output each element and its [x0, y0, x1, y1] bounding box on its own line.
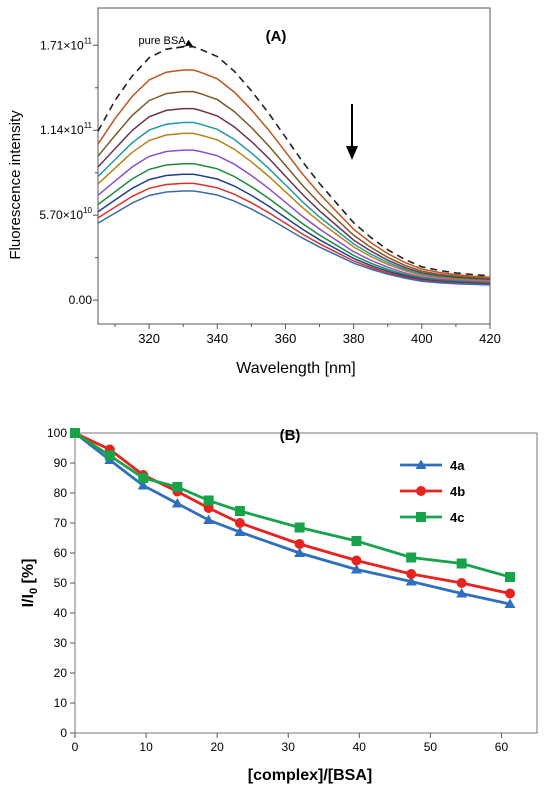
panel-a-x-tick-label: 400: [411, 331, 433, 346]
legend-marker-4a: [415, 459, 427, 469]
data-point-4a: [294, 547, 306, 557]
panel-a-x-tick-label: 360: [275, 331, 297, 346]
panel-a-y-axis-label: Fluorescence intensity: [7, 110, 24, 260]
legend-label-4c: 4c: [450, 510, 464, 525]
data-point-4b: [406, 569, 417, 579]
quenching-curve: [97, 162, 491, 284]
data-point-4b: [456, 578, 467, 588]
panel-b-y-tick-label: 40: [54, 606, 68, 620]
series-line-4c: [74, 431, 511, 579]
panel-b-y-tick-label: 80: [54, 486, 68, 500]
data-point-4b: [294, 539, 305, 549]
data-point-4b: [351, 555, 362, 566]
panel-a-x-tick-label: 320: [138, 331, 160, 346]
data-point-4c: [104, 450, 115, 461]
panel-b-y-tick-label: 0: [60, 726, 67, 740]
legend-marker-4c: [416, 512, 426, 522]
panel-b-x-tick-label: 60: [495, 740, 509, 754]
annotation-arrowhead: [185, 39, 194, 47]
data-point-4c: [294, 522, 305, 533]
data-point-4b: [504, 588, 515, 599]
data-point-4a: [171, 498, 183, 508]
data-point-4c: [138, 473, 149, 483]
panel-b-y-tick-label: 10: [54, 696, 68, 710]
quenching-curve: [97, 149, 491, 284]
data-point-4c: [456, 558, 467, 569]
panel-b-label: (B): [280, 427, 301, 444]
data-point-4a: [137, 480, 149, 490]
panel-b-y-tick-label: 100: [47, 426, 67, 440]
panel-a-y-tick-label: 0.00: [69, 293, 93, 307]
panel-b-y-tick-label: 50: [54, 576, 68, 590]
pure-bsa-annotation: pure BSA: [138, 35, 186, 47]
panel-b-x-tick-label: 30: [282, 740, 296, 754]
panel-b-marks: 0 10 20 30 40 50 60 0 10 20 30 40 50 60 70 80 90 100 4a 4b 4…: [47, 426, 516, 754]
quenching-curve: [97, 107, 491, 281]
panel-a-y-tick-label: 5.70×1010: [39, 206, 92, 222]
quenching-curve: [97, 182, 491, 286]
panel-a-marks: 320 340 360 380 400 420 0.00 5.70×1010 1.14×1011…: [39, 36, 500, 346]
data-point-4c: [406, 552, 417, 563]
quenching-curve: [97, 90, 491, 280]
panel-a-x-tick-label: 340: [206, 331, 228, 346]
data-point-4a: [456, 588, 468, 598]
data-point-4c: [70, 428, 80, 438]
data-point-4a: [405, 576, 417, 586]
legend-label-4b: 4b: [450, 484, 465, 499]
data-point-4a: [203, 514, 215, 524]
legend-marker-4b: [416, 486, 426, 496]
quenching-curve: [97, 69, 491, 279]
quenching-curve: [97, 173, 491, 285]
panel-a-x-tick-label: 420: [479, 331, 501, 346]
panel-b-x-tick-label: 20: [210, 740, 224, 754]
panel-a-label: (A): [266, 28, 287, 45]
panel-b-x-tick-label: 50: [424, 740, 438, 754]
data-point-4c: [234, 506, 245, 516]
panel-b-y-tick-label: 90: [54, 456, 68, 470]
data-point-4c: [504, 572, 515, 582]
series-line-4a: [74, 431, 511, 606]
series-line-4b: [74, 431, 511, 595]
quenching-curve: [97, 190, 491, 286]
panel-b-y-tick-label: 60: [54, 546, 68, 560]
pure-bsa-curve: [97, 46, 491, 277]
panel-b-y-tick-label: 20: [54, 666, 68, 680]
panel-b-y-tick-label: 70: [54, 516, 68, 530]
panel-a-y-tick-label: 1.71×1011: [40, 36, 93, 52]
panel-b-y-tick-label: 30: [54, 636, 68, 650]
data-point-4a: [234, 526, 246, 536]
panel-b-x-tick-label: 0: [72, 740, 79, 754]
panel-b-x-tick-label: 10: [139, 740, 153, 754]
panel-a-x-axis-label: Wavelength [nm]: [236, 360, 355, 377]
data-point-4c: [203, 495, 214, 506]
legend-label-4a: 4a: [450, 458, 465, 473]
data-point-4c: [172, 482, 183, 492]
data-point-4a: [350, 564, 362, 574]
panel-b-x-axis-label: [complex]/[BSA]: [248, 767, 372, 784]
data-point-4c: [351, 536, 362, 546]
data-point-4a: [504, 598, 516, 608]
down-arrow-head: [346, 146, 358, 160]
panel-a-y-tick-label: 1.14×1011: [40, 121, 93, 137]
panel-b-x-tick-label: 40: [353, 740, 367, 754]
panel-a-x-tick-label: 380: [343, 331, 365, 346]
data-point-4b: [234, 518, 245, 528]
quenching-curve: [97, 121, 491, 282]
panel-b-y-axis-label: I/I0 [%]: [20, 559, 40, 608]
quenching-curve: [97, 132, 491, 283]
